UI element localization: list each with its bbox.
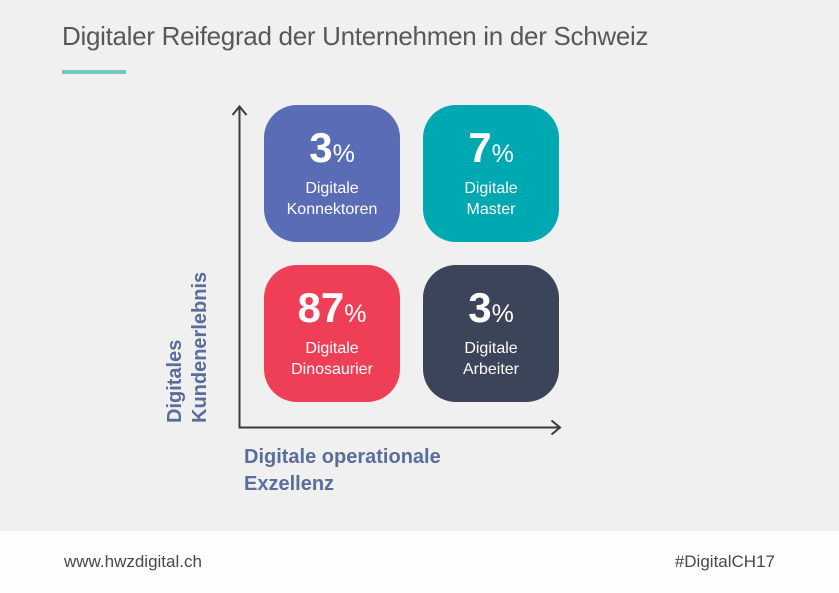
percent-sign: % [332, 139, 355, 168]
page-title: Digitaler Reifegrad der Unternehmen in d… [62, 21, 649, 51]
quadrant-value: 3% [468, 283, 514, 331]
quadrant-label: Digitale Konnektoren [286, 179, 378, 218]
quadrant-value: 7% [468, 123, 514, 171]
quadrant-label: Digitale Master [464, 179, 518, 218]
quadrant-value-number: 3 [309, 123, 333, 171]
quadrant-digitale-master: 7% Digitale Master [423, 105, 559, 242]
y-axis-label: Digitales Kundenerlebnis [164, 271, 211, 423]
quadrant-value-number: 3 [468, 283, 492, 331]
y-axis-arrowhead-icon [231, 104, 248, 116]
quadrant-label: Digitale Arbeiter [462, 339, 520, 378]
quadrant-value-number: 87 [297, 283, 345, 331]
footer-hashtag: #DigitalCH17 [674, 552, 775, 571]
x-axis-arrowhead-icon [550, 419, 562, 436]
footer-website: www.hwzdigital.ch [64, 552, 202, 571]
quadrant-label: Digitale Dinosaurier [291, 339, 373, 378]
quadrant-digitale-dinosaurier: 87% Digitale Dinosaurier [264, 265, 400, 402]
quadrant-digitale-arbeiter: 3% Digitale Arbeiter [423, 265, 559, 402]
quadrant-digitale-konnektoren: 3% Digitale Konnektoren [264, 105, 400, 242]
percent-sign: % [491, 299, 514, 328]
percent-sign: % [491, 139, 514, 168]
quadrant-value: 3% [309, 123, 355, 171]
x-axis-label: Digitale operationale Exzellenz [244, 446, 441, 495]
quadrant-grid: 3% Digitale Konnektoren 7% Digitale Mast… [264, 105, 559, 402]
percent-sign: % [344, 299, 367, 328]
quadrant-value-number: 7 [468, 123, 492, 171]
footer-bar: www.hwzdigital.ch #DigitalCH17 [0, 531, 839, 593]
quadrant-value: 87% [297, 283, 367, 331]
title-underline [62, 70, 126, 74]
